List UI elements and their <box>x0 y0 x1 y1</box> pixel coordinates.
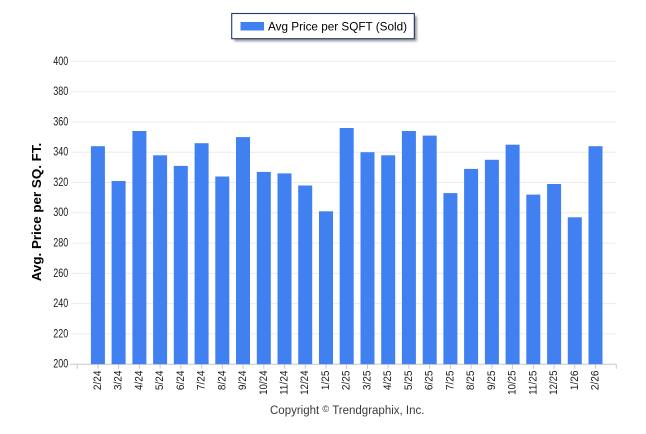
svg-text:8/24: 8/24 <box>216 371 228 391</box>
svg-text:12/24: 12/24 <box>299 371 311 395</box>
svg-text:3/24: 3/24 <box>113 371 125 391</box>
svg-text:220: 220 <box>53 328 68 340</box>
svg-text:Avg. Price per SQ. FT.: Avg. Price per SQ. FT. <box>29 143 44 282</box>
svg-text:200: 200 <box>53 359 68 371</box>
svg-text:380: 380 <box>53 86 68 98</box>
svg-text:300: 300 <box>53 207 68 219</box>
svg-text:2/24: 2/24 <box>92 371 104 391</box>
svg-text:340: 340 <box>53 147 68 159</box>
svg-text:4/24: 4/24 <box>133 371 145 391</box>
svg-text:320: 320 <box>53 177 68 189</box>
svg-text:1/25: 1/25 <box>320 371 332 391</box>
svg-text:12/25: 12/25 <box>548 371 560 395</box>
svg-text:Copyright © Trendgraphix, Inc.: Copyright © Trendgraphix, Inc. <box>270 404 424 417</box>
svg-text:11/25: 11/25 <box>527 371 539 395</box>
svg-text:5/24: 5/24 <box>154 371 166 391</box>
svg-text:7/24: 7/24 <box>196 371 208 391</box>
svg-text:2/26: 2/26 <box>590 371 602 391</box>
svg-text:5/25: 5/25 <box>403 371 415 391</box>
svg-text:260: 260 <box>53 268 68 280</box>
svg-text:8/25: 8/25 <box>465 371 477 391</box>
svg-text:11/24: 11/24 <box>279 371 291 395</box>
svg-text:9/25: 9/25 <box>486 371 498 391</box>
svg-text:10/25: 10/25 <box>507 371 519 395</box>
svg-text:1/26: 1/26 <box>569 371 581 391</box>
svg-text:4/25: 4/25 <box>382 371 394 391</box>
svg-text:3/25: 3/25 <box>362 371 374 391</box>
svg-text:400: 400 <box>53 56 68 68</box>
svg-text:280: 280 <box>53 238 68 250</box>
svg-text:7/25: 7/25 <box>444 371 456 391</box>
svg-text:240: 240 <box>53 298 68 310</box>
svg-text:2/25: 2/25 <box>341 371 353 391</box>
svg-text:6/24: 6/24 <box>175 371 187 391</box>
svg-text:Avg Price per SQFT (Sold): Avg Price per SQFT (Sold) <box>268 19 407 33</box>
svg-text:9/24: 9/24 <box>237 371 249 391</box>
svg-text:10/24: 10/24 <box>258 371 270 395</box>
svg-text:360: 360 <box>53 116 68 128</box>
svg-text:6/25: 6/25 <box>424 371 436 391</box>
